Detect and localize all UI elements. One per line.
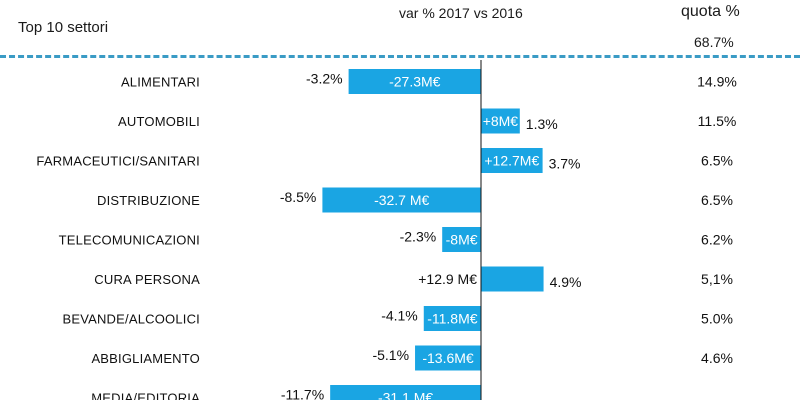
- bar: [481, 148, 543, 173]
- category-label: CURA PERSONA: [94, 272, 200, 287]
- variation-header: var % 2017 vs 2016: [399, 5, 523, 21]
- category-label: ALIMENTARI: [121, 75, 200, 90]
- share-label: 5,1%: [701, 271, 733, 287]
- category-label: BEVANDE/ALCOOLICI: [62, 312, 200, 327]
- category-label: TELECOMUNICAZIONI: [59, 233, 200, 248]
- value-label: +12.9 M€: [418, 271, 477, 287]
- percent-label: 1.3%: [526, 116, 558, 132]
- bar: [481, 108, 520, 134]
- category-label: DISTRIBUZIONE: [97, 193, 200, 208]
- bar: [330, 385, 481, 400]
- value-label: -32.7 M€: [374, 192, 429, 208]
- percent-label: -2.3%: [400, 229, 437, 245]
- bar: [442, 227, 481, 252]
- share-label: 4.6%: [701, 350, 733, 366]
- value-label: +12.7M€: [484, 153, 539, 169]
- category-label: FARMACEUTICI/SANITARI: [36, 154, 200, 169]
- value-label: +8M€: [483, 113, 519, 129]
- percent-label: -5.1%: [372, 347, 409, 363]
- percent-label: -8.5%: [280, 189, 317, 205]
- percent-label: -3.2%: [306, 71, 343, 87]
- share-label: 6.5%: [701, 153, 733, 169]
- category-label: AUTOMOBILI: [118, 114, 200, 129]
- bar: [415, 345, 481, 371]
- share-header: quota %: [681, 3, 740, 20]
- bar: [423, 306, 481, 331]
- share-label: 6.2%: [701, 232, 733, 248]
- value-label: -13.6M€: [422, 350, 474, 366]
- percent-label: -11.7%: [281, 387, 324, 400]
- share-label: 14.9%: [697, 74, 737, 90]
- percent-label: -4.1%: [381, 308, 418, 324]
- value-label: -8M€: [446, 232, 478, 248]
- percent-label: 3.7%: [549, 156, 581, 172]
- chart-title: Top 10 settori: [18, 19, 109, 36]
- bar: [322, 187, 481, 213]
- share-label: 6.5%: [701, 192, 733, 208]
- value-label: -11.8M€: [427, 311, 478, 327]
- value-label: -27.3M€: [389, 74, 441, 90]
- share-total: 68.7%: [694, 34, 734, 50]
- bar: [348, 69, 481, 94]
- dashed-divider: [0, 55, 800, 58]
- category-label: MEDIA/EDITORIA: [91, 391, 200, 400]
- share-label: 5.0%: [701, 311, 733, 327]
- bar: [481, 266, 544, 292]
- category-label: ABBIGLIAMENTO: [91, 351, 200, 366]
- value-label: -31.1 M€: [378, 390, 433, 400]
- share-label: 11.5%: [698, 113, 737, 129]
- percent-label: 4.9%: [550, 274, 582, 290]
